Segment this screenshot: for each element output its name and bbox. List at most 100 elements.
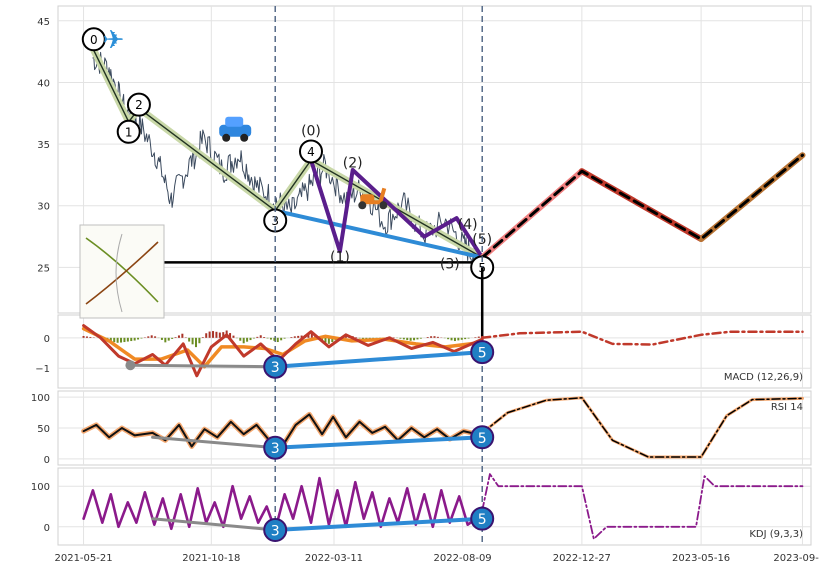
macd-histogram-bar — [246, 338, 248, 342]
macd-histogram-bar — [437, 337, 439, 338]
macd-histogram-bar — [130, 338, 132, 341]
macd-histogram-bar — [284, 338, 286, 339]
macd-histogram-bar — [168, 338, 170, 341]
macd-histogram-bar — [154, 336, 156, 337]
macd-histogram-bar — [151, 335, 153, 337]
macd-histogram-bar — [410, 338, 412, 341]
x-tick-label: 2023-05-16 — [672, 553, 730, 564]
inset-thumbnail — [80, 225, 164, 318]
macd-histogram-bar — [420, 338, 422, 339]
macd-histogram-bar — [464, 338, 466, 339]
wave-label-text: 1 — [125, 125, 133, 139]
wave-label-text: 2 — [135, 98, 143, 112]
y-tick-label: 35 — [37, 140, 50, 151]
subwave-label: (2) — [343, 156, 363, 172]
wave-marker-text: 3 — [271, 360, 280, 376]
macd-histogram-bar — [120, 338, 122, 343]
macd-histogram-bar — [113, 338, 115, 342]
macd-histogram-bar — [175, 337, 177, 338]
scooter-body — [360, 194, 374, 202]
x-tick-label: 2022-03-11 — [305, 553, 363, 564]
macd-histogram-bar — [273, 338, 275, 341]
macd-histogram-bar — [212, 331, 214, 338]
macd-frame — [58, 315, 811, 388]
macd-histogram-bar — [188, 338, 190, 342]
macd-histogram-bar — [427, 337, 429, 338]
car-wheel — [240, 134, 248, 142]
rsi-label: RSI 14 — [771, 402, 803, 413]
macd-histogram-bar — [134, 338, 136, 341]
macd-histogram-bar — [86, 336, 88, 337]
macd-histogram-bar — [260, 335, 262, 338]
macd-histogram-bar — [205, 333, 207, 338]
macd-histogram-bar — [178, 335, 180, 337]
y-tick-label: 50 — [37, 424, 50, 435]
macd-label: MACD (12,26,9) — [724, 372, 803, 383]
wave-label-text: 0 — [90, 33, 98, 47]
car-wheel — [222, 134, 230, 142]
y-tick-label: 45 — [37, 17, 50, 28]
macd-histogram-bar — [209, 332, 211, 338]
macd-histogram-bar — [468, 338, 470, 339]
macd-panel: 0 −1 MACD (12,26,9) — [35, 315, 811, 388]
wave-marker-text: 3 — [271, 441, 280, 457]
wave-marker-text: 3 — [271, 524, 280, 540]
wave-marker-text: 5 — [478, 431, 487, 447]
macd-histogram-bar — [280, 338, 282, 340]
macd-histogram-bar — [243, 338, 245, 343]
x-tick-label: 2021-10-18 — [182, 553, 240, 564]
kdj-frame — [58, 468, 811, 545]
macd-histogram-bar — [270, 338, 272, 340]
car-roof — [225, 117, 243, 127]
y-tick-label: 100 — [31, 482, 50, 493]
macd-histogram-bar — [89, 337, 91, 338]
y-tick-label: 0 — [44, 334, 50, 345]
macd-histogram-bar — [434, 336, 436, 338]
macd-histogram-bar — [219, 333, 221, 338]
macd-histogram-bar — [239, 338, 241, 341]
wave-label-text: 4 — [307, 145, 315, 159]
macd-histogram-bar — [198, 338, 200, 343]
macd-histogram-bar — [137, 338, 139, 340]
macd-histogram-bar — [161, 338, 163, 340]
macd-histogram-bar — [83, 336, 85, 338]
macd-histogram-bar — [277, 338, 279, 342]
macd-histogram-bar — [117, 338, 119, 343]
macd-histogram-bar — [290, 337, 292, 338]
macd-histogram-bar — [406, 338, 408, 340]
y-tick-label: −1 — [35, 364, 50, 375]
macd-histogram-bar — [294, 336, 296, 337]
macd-histogram-bar — [447, 338, 449, 339]
macd-histogram-bar — [181, 334, 183, 338]
subwave-label: (0) — [301, 124, 321, 140]
kdj-label: KDJ (9,3,3) — [749, 529, 803, 540]
airplane-glyph: ✈ — [103, 26, 125, 56]
y-tick-label: 30 — [37, 202, 50, 213]
macd-histogram-bar — [250, 338, 252, 340]
wave-marker-text: 5 — [478, 346, 487, 362]
macd-histogram-bar — [195, 338, 197, 347]
macd-histogram-bar — [253, 338, 255, 339]
macd-histogram-bar — [451, 338, 453, 341]
macd-histogram-bar — [399, 338, 401, 339]
macd-histogram-bar — [478, 337, 480, 338]
macd-histogram-bar — [164, 338, 166, 343]
y-tick-label: 40 — [37, 78, 50, 89]
subwave-label: (3) — [440, 257, 460, 273]
y-tick-label: 0 — [44, 455, 50, 466]
macd-histogram-bar — [127, 338, 129, 342]
macd-histogram-bar — [232, 336, 234, 338]
scooter-wheel — [358, 201, 366, 209]
macd-histogram-bar — [461, 338, 463, 340]
macd-histogram-bar — [215, 332, 217, 338]
x-tick-label: 2022-08-09 — [434, 553, 492, 564]
y-tick-label: 25 — [37, 263, 50, 274]
scooter-wheel — [379, 201, 387, 209]
macd-histogram-bar — [454, 338, 456, 341]
macd-histogram-bar — [403, 338, 405, 340]
wave-marker-text: 5 — [478, 512, 487, 528]
